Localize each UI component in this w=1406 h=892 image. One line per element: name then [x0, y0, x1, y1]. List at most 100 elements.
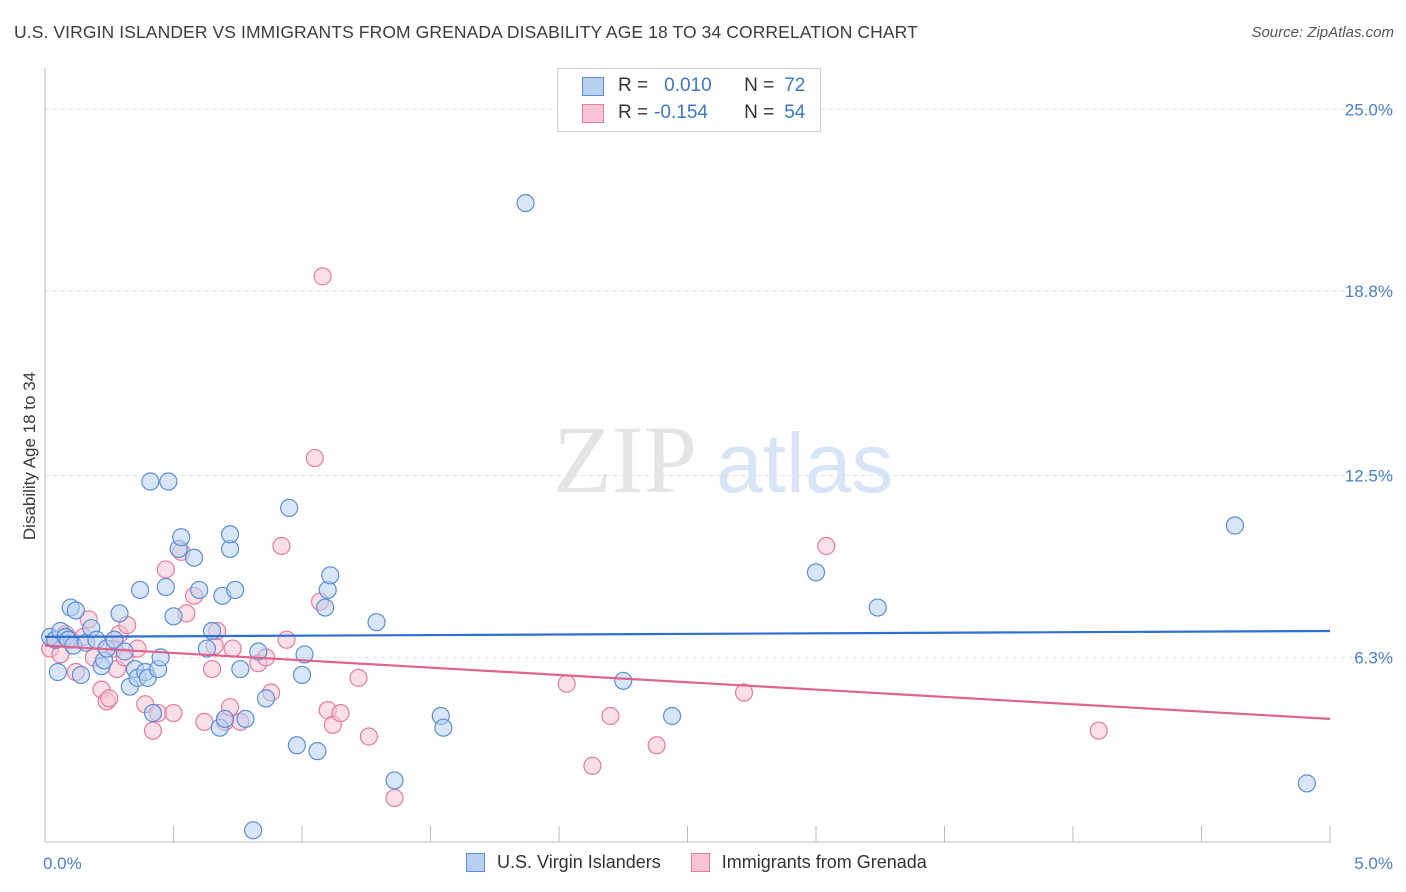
watermark-atlas: atlas	[716, 416, 893, 510]
series-grenada-points	[41, 267, 1108, 808]
virgin-islanders-point	[244, 821, 263, 840]
source-credit: Source: ZipAtlas.com	[1251, 24, 1394, 41]
legend-item-grenada: Immigrants from Grenada	[690, 852, 927, 873]
virgin-islanders-point	[143, 703, 163, 723]
legend-row-virgin-islanders: R = 0.010 N = 72	[582, 74, 805, 98]
grenada-point	[202, 659, 222, 679]
virgin-islanders-point	[184, 548, 204, 567]
virgin-islanders-point	[156, 577, 175, 597]
virgin-islanders-point	[226, 580, 245, 600]
n-value: 72	[784, 75, 806, 96]
y-tick-label: 6.3%	[1354, 648, 1393, 667]
tick-labels: 6.3% 12.5% 18.8% 25.0% 0.0% 5.0%	[43, 100, 1393, 873]
y-tick-label: 25.0%	[1345, 100, 1393, 119]
grenada-point	[385, 788, 404, 808]
virgin-islanders-point	[220, 525, 240, 544]
virgin-islanders-point	[868, 598, 887, 617]
virgin-islanders-point	[308, 742, 327, 761]
virgin-islanders-point	[130, 580, 150, 600]
virgin-islanders-point	[66, 601, 85, 620]
grenada-point	[734, 683, 754, 702]
virgin-islanders-point	[215, 709, 234, 729]
r-value: -0.154	[654, 102, 708, 123]
grenada-point	[817, 536, 836, 556]
pink-swatch	[690, 853, 710, 872]
grenada-point	[100, 689, 119, 708]
legend-item-virgin-islanders: U.S. Virgin Islanders	[466, 852, 661, 873]
grenada-point	[647, 736, 666, 755]
virgin-islanders-point	[292, 665, 312, 685]
virgin-islanders-point	[110, 604, 129, 623]
r-label: R =	[618, 75, 649, 96]
virgin-islanders-point	[434, 718, 453, 737]
x-tick-label: 5.0%	[1354, 854, 1393, 873]
bottom-legend: U.S. Virgin Islanders Immigrants from Gr…	[466, 852, 957, 873]
virgin-islanders-point	[71, 665, 91, 685]
grenada-trend-line	[44, 644, 1331, 721]
r-label: R =	[618, 102, 649, 123]
virgin-islanders-point	[231, 659, 250, 679]
virgin-islanders-point	[141, 472, 160, 491]
virgin-islanders-point	[48, 662, 67, 682]
trend-lines	[44, 629, 1331, 721]
y-tick-label: 12.5%	[1345, 467, 1393, 486]
grenada-point	[331, 703, 350, 723]
virgin-islanders-point	[316, 598, 335, 617]
legend-label: U.S. Virgin Islanders	[497, 852, 661, 872]
watermark-zip: ZIP	[553, 406, 697, 513]
virgin-islanders-point	[614, 671, 633, 690]
grid-lines	[45, 108, 1395, 658]
virgin-islanders-point	[516, 193, 535, 213]
grenada-point	[277, 630, 296, 649]
virgin-islanders-point	[321, 566, 340, 585]
virgin-islanders-point	[280, 498, 299, 517]
x-tick-label: 0.0%	[43, 854, 82, 873]
series-virgin-islanders-points	[41, 193, 1316, 840]
grenada-point	[272, 536, 291, 556]
grenada-point	[143, 721, 163, 740]
virgin-islanders-trend-line	[44, 629, 1331, 638]
n-label: N =	[744, 75, 775, 96]
grenada-point	[223, 639, 242, 658]
virgin-islanders-point	[1225, 516, 1245, 535]
grenada-point	[349, 668, 368, 687]
y-axis-label: Disability Age 18 to 34	[20, 372, 39, 540]
n-label: N =	[744, 102, 775, 123]
virgin-islanders-point	[190, 580, 209, 600]
n-value: 54	[784, 102, 806, 123]
pink-swatch	[582, 103, 604, 123]
grenada-point	[1089, 721, 1108, 740]
grenada-point	[557, 674, 576, 693]
grenada-point	[601, 706, 620, 726]
grenada-point	[359, 727, 378, 746]
grenada-point	[583, 756, 602, 775]
virgin-islanders-point	[662, 706, 682, 726]
virgin-islanders-point	[164, 607, 183, 626]
virgin-islanders-point	[256, 689, 276, 708]
virgin-islanders-point	[197, 639, 217, 658]
stats-legend: R = 0.010 N = 72 R = -0.154 N = 54	[557, 68, 821, 132]
virgin-islanders-point	[236, 709, 255, 729]
virgin-islanders-point	[295, 645, 314, 664]
grenada-point	[195, 712, 214, 731]
blue-swatch	[582, 76, 604, 96]
virgin-islanders-point	[1297, 774, 1316, 793]
grenada-point	[305, 448, 324, 468]
axes	[44, 68, 1331, 843]
chart-title: U.S. VIRGIN ISLANDER VS IMMIGRANTS FROM …	[14, 22, 918, 42]
virgin-islanders-point	[367, 613, 386, 632]
grenada-point	[313, 267, 332, 286]
grenada-point	[164, 703, 183, 723]
virgin-islanders-point	[159, 472, 178, 491]
virgin-islanders-point	[806, 563, 826, 582]
legend-row-grenada: R = -0.154 N = 54	[582, 101, 805, 125]
virgin-islanders-point	[385, 771, 404, 790]
r-value: 0.010	[664, 75, 712, 96]
y-tick-label: 18.8%	[1345, 282, 1393, 301]
legend-label: Immigrants from Grenada	[721, 852, 927, 872]
grenada-point	[156, 560, 175, 579]
virgin-islanders-point	[172, 528, 191, 547]
virgin-islanders-point	[287, 736, 306, 755]
virgin-islanders-point	[249, 642, 268, 661]
